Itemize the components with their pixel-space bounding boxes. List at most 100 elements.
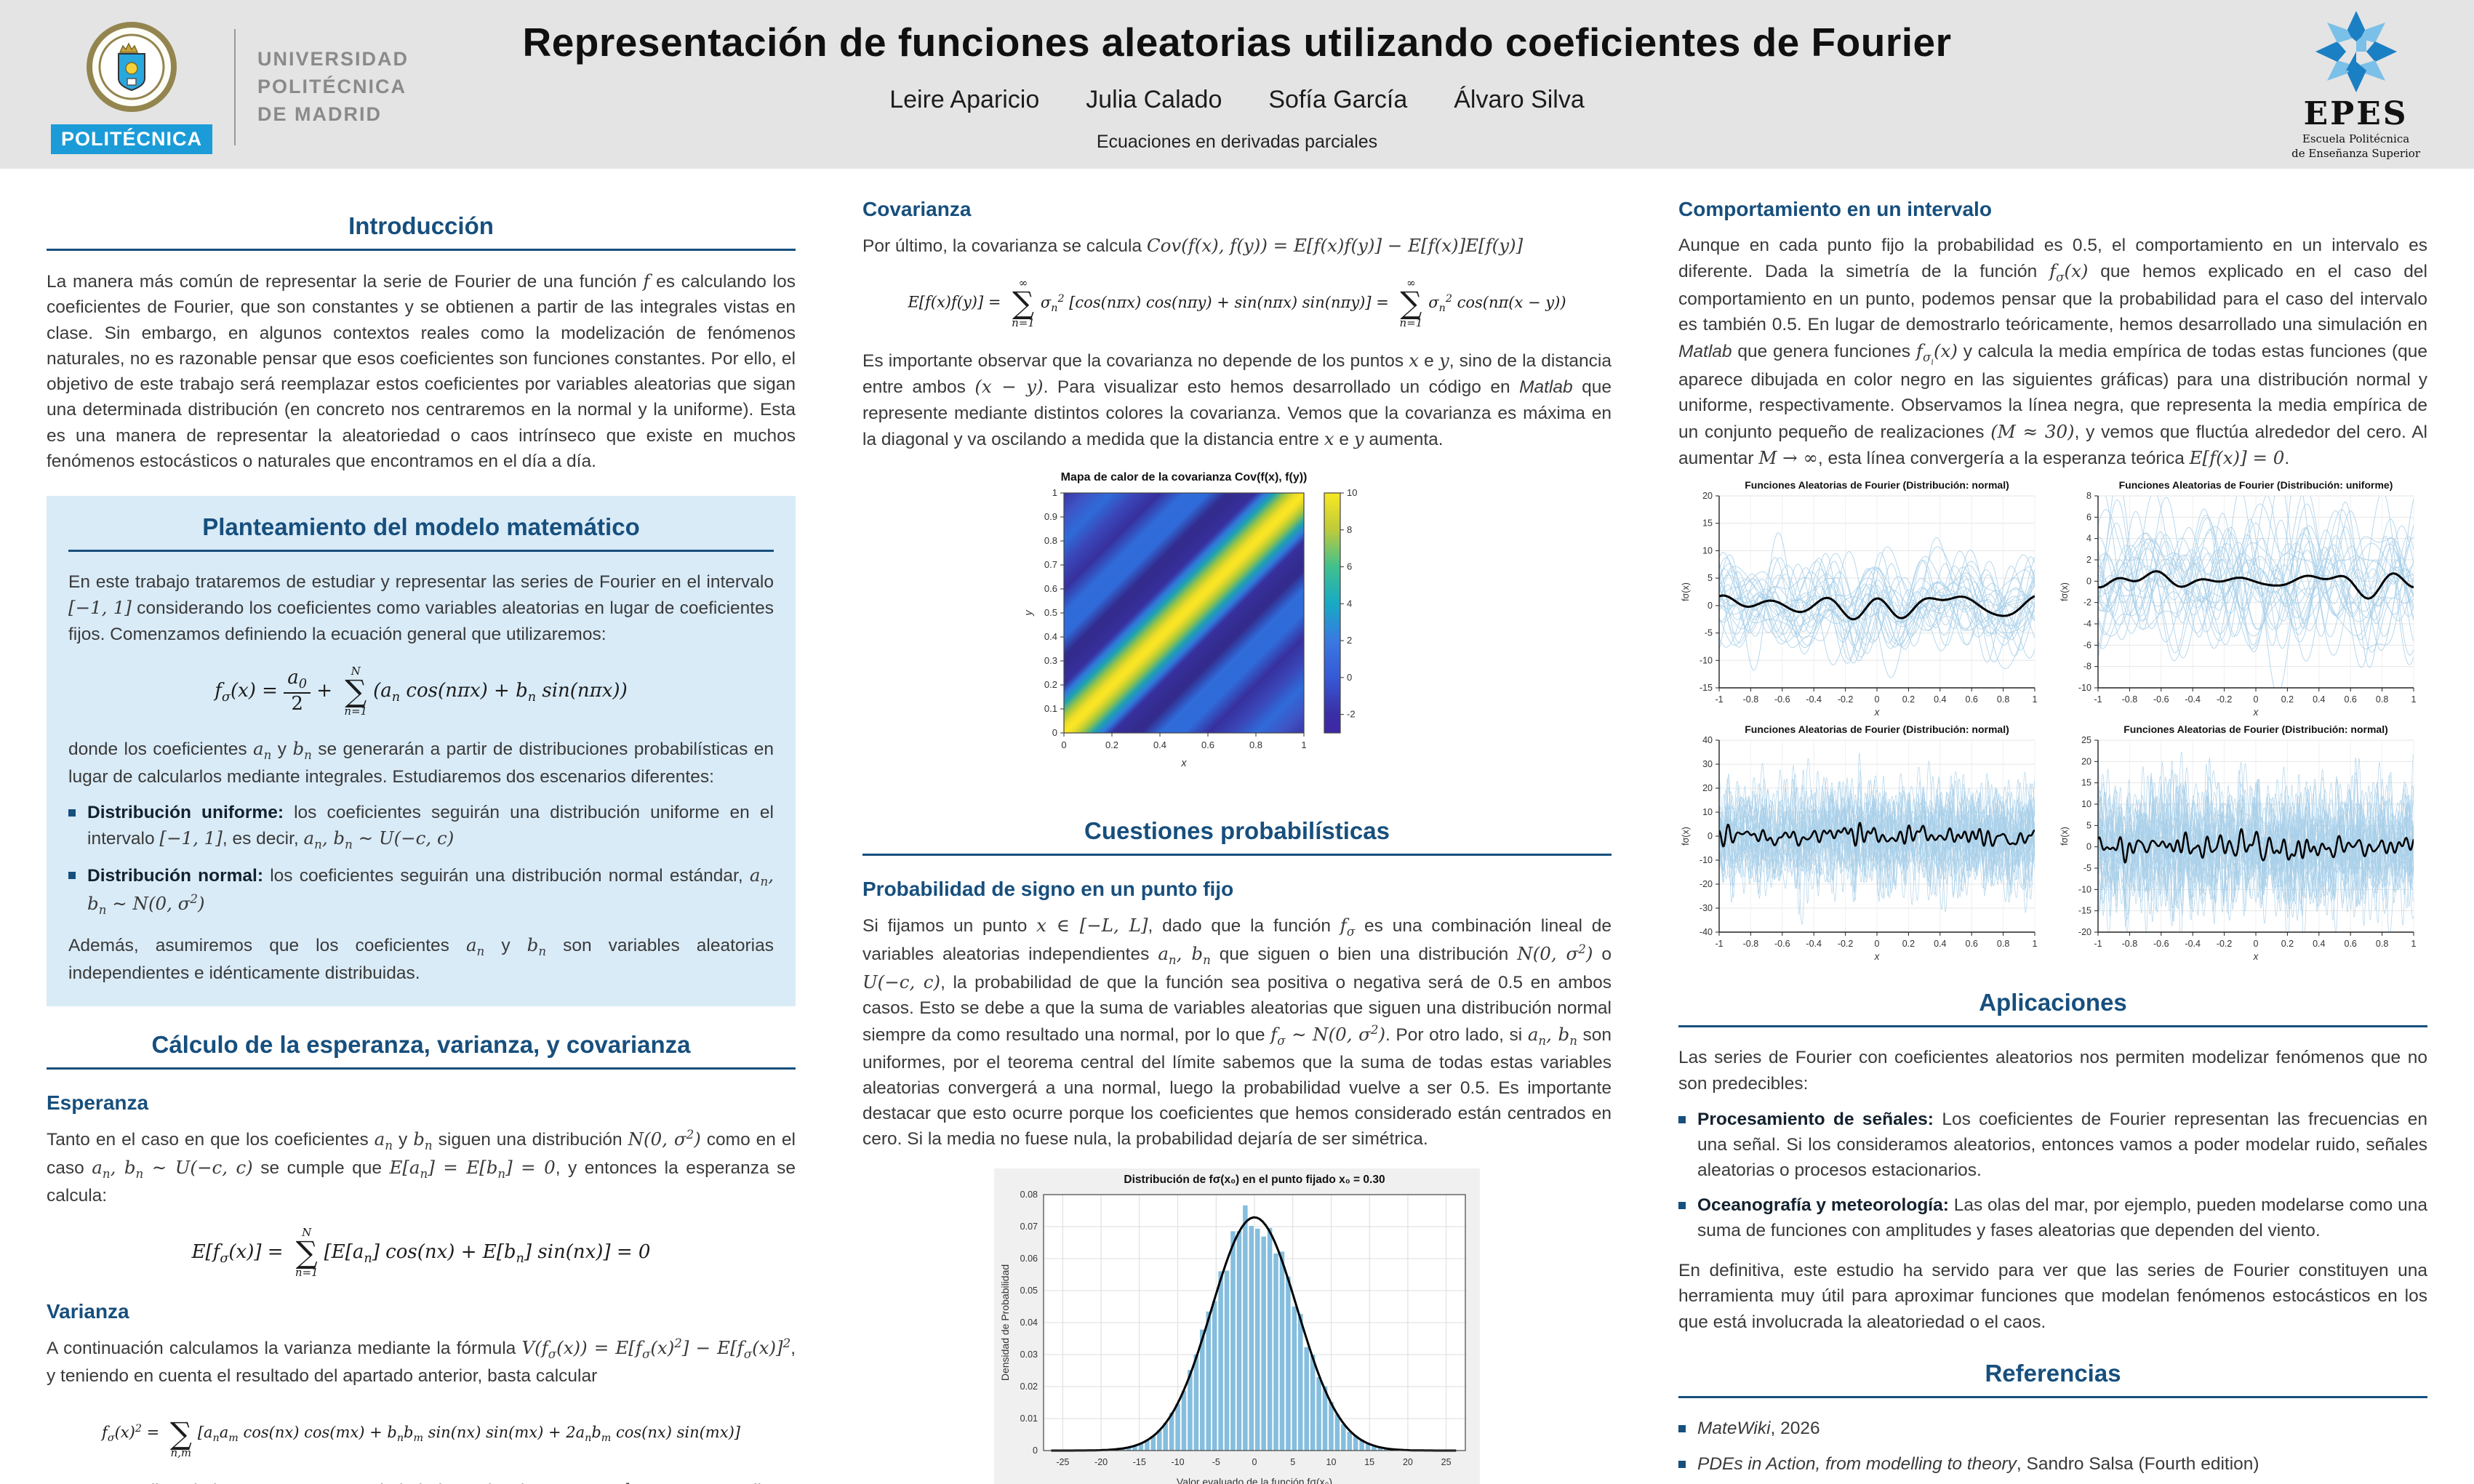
svg-text:0.8: 0.8: [1044, 535, 1057, 546]
svg-text:x: x: [1874, 707, 1881, 718]
middle-column: Covarianza Por último, la covarianza se …: [862, 188, 1612, 1484]
svg-text:-1: -1: [2094, 694, 2102, 705]
svg-text:0: 0: [2254, 694, 2259, 705]
svg-text:-10: -10: [1172, 1457, 1185, 1467]
svg-text:2: 2: [2086, 555, 2091, 565]
svg-text:-0.8: -0.8: [2122, 694, 2138, 705]
svg-text:25: 25: [1441, 1457, 1452, 1467]
svg-text:20: 20: [1702, 491, 1713, 501]
upm-wordmark: UNIVERSIDAD POLITÉCNICA DE MADRID: [257, 46, 409, 128]
svg-text:-5: -5: [1705, 628, 1713, 638]
svg-text:1: 1: [2033, 939, 2038, 949]
reference-item: PDEs in Action, from modelling to theory…: [1678, 1451, 2427, 1477]
distribution-list: Distribución uniforme: los coeficientes …: [68, 800, 774, 919]
svg-text:10: 10: [2081, 799, 2091, 809]
svg-text:-0.6: -0.6: [2153, 939, 2169, 949]
svg-text:fσ(x): fσ(x): [2059, 827, 2070, 846]
epes-sub-line-1: Escuela Politécnica: [2302, 132, 2410, 145]
aplicaciones-paragraph-1: Las series de Fourier con coeficientes a…: [1678, 1048, 2427, 1094]
svg-text:0.8: 0.8: [2376, 939, 2388, 949]
bullet-square-icon: [1678, 1461, 1686, 1469]
svg-text:0.4: 0.4: [1934, 939, 1946, 949]
bullet-text: los coeficientes seguirán una distribuci…: [87, 802, 774, 852]
svg-text:1: 1: [2411, 939, 2417, 949]
svg-text:0: 0: [1033, 1445, 1038, 1456]
svg-text:0.03: 0.03: [1020, 1349, 1038, 1360]
svg-text:0: 0: [1252, 1457, 1257, 1467]
svg-text:-0.4: -0.4: [2185, 694, 2201, 705]
section-title-modelo: Planteamiento del modelo matemático: [202, 513, 640, 541]
epes-logo: EPES Escuela Politécnica de Enseñanza Su…: [2291, 9, 2420, 161]
svg-text:6: 6: [2086, 513, 2091, 523]
svg-text:0.6: 0.6: [1966, 694, 1978, 705]
bullet-square-icon: [1678, 1115, 1686, 1123]
svg-text:-0.2: -0.2: [2217, 939, 2233, 949]
section-rule: [68, 550, 774, 553]
svg-text:-5: -5: [2083, 863, 2091, 873]
svg-text:-20: -20: [1094, 1457, 1108, 1467]
svg-text:Distribución de fσ(x₀) en el p: Distribución de fσ(x₀) en el punto fijad…: [1124, 1174, 1385, 1186]
probabilidad-paragraph: Si fijamos un punto x ∈ [−L, L], dado qu…: [862, 915, 1612, 1150]
svg-text:-1: -1: [2094, 939, 2102, 949]
varianza-expansion-formula: fσ(x)2 = ∑ n,m [anam cos(nx) cos(mx) + bnb…: [102, 1415, 740, 1460]
header-center: Representación de funciones aleatorias u…: [510, 19, 1964, 153]
comportamiento-paragraph: Aunque en cada punto fijo la probabilida…: [1678, 236, 2428, 468]
svg-text:0.9: 0.9: [1044, 511, 1057, 522]
svg-text:8: 8: [1347, 524, 1352, 535]
svg-text:-0.6: -0.6: [2153, 694, 2169, 705]
authors-row: Leire Aparicio Julia Calado Sofía García…: [510, 86, 1964, 114]
svg-text:-2: -2: [1347, 709, 1356, 720]
svg-text:0.4: 0.4: [2313, 694, 2325, 705]
svg-text:0: 0: [1708, 831, 1713, 841]
svg-text:-0.8: -0.8: [1743, 694, 1759, 705]
svg-text:-8: -8: [2083, 662, 2091, 672]
svg-text:20: 20: [2081, 757, 2091, 767]
svg-text:0.8: 0.8: [1249, 739, 1262, 750]
intro-paragraph: La manera más común de representar la se…: [47, 270, 796, 471]
svg-text:-4: -4: [2083, 619, 2091, 629]
svg-text:0: 0: [2254, 939, 2259, 949]
svg-text:0: 0: [1347, 672, 1352, 683]
section-rule: [47, 249, 796, 251]
bullet-lead: Distribución normal:: [87, 866, 263, 886]
covarianza-paragraph-2: Es importante observar que la covarianza…: [862, 350, 1612, 449]
svg-text:-0.2: -0.2: [1838, 939, 1854, 949]
svg-text:0.8: 0.8: [1997, 694, 2009, 705]
svg-text:0.4: 0.4: [1153, 739, 1166, 750]
fourier-plot-normal-3: -1 -0.8 -0.6 -0.4 -0.2 0 0.2 0.4 0.6 0.8 1 -20 -15 -1…: [2057, 723, 2421, 965]
svg-text:10: 10: [1347, 487, 1357, 498]
svg-text:Densidad de Probabilidad: Densidad de Probabilidad: [999, 1264, 1011, 1381]
section-rule: [47, 1067, 796, 1070]
svg-text:x: x: [2253, 707, 2259, 718]
section-title-calculo: Cálculo de la esperanza, varianza, y cov…: [151, 1031, 691, 1059]
svg-text:0.2: 0.2: [2281, 939, 2294, 949]
svg-text:10: 10: [1702, 807, 1713, 817]
svg-text:5: 5: [1290, 1457, 1295, 1467]
svg-text:0: 0: [1052, 727, 1057, 738]
svg-text:-15: -15: [1133, 1457, 1146, 1467]
svg-text:-10: -10: [1700, 656, 1713, 666]
svg-text:0.2: 0.2: [1902, 694, 1915, 705]
covarianza-paragraph-1: Por último, la covarianza se calcula Cov…: [862, 235, 1524, 256]
svg-text:0.2: 0.2: [1902, 939, 1915, 949]
list-item: Distribución uniforme: los coeficientes …: [68, 800, 774, 854]
subsection-esperanza: Esperanza: [47, 1091, 149, 1115]
course-subtitle: Ecuaciones en derivadas parciales: [1096, 132, 1378, 152]
bullet-lead: Distribución uniforme:: [87, 802, 284, 822]
svg-text:0.6: 0.6: [2345, 694, 2357, 705]
svg-text:0.2: 0.2: [1044, 679, 1057, 690]
svg-text:-0.4: -0.4: [1806, 939, 1822, 949]
varianza-paragraph-1: A continuación calculamos la varianza me…: [47, 1336, 796, 1387]
svg-text:-0.4: -0.4: [2185, 939, 2201, 949]
svg-text:0.2: 0.2: [1105, 739, 1118, 750]
svg-text:-15: -15: [1700, 683, 1713, 693]
svg-text:0.4: 0.4: [2313, 939, 2325, 949]
svg-text:-10: -10: [1700, 855, 1713, 865]
svg-text:fσ(x): fσ(x): [1681, 582, 1691, 601]
svg-text:Funciones Aleatorias de Fourie: Funciones Aleatorias de Fourier (Distrib…: [1745, 479, 2009, 491]
svg-text:4: 4: [1347, 598, 1352, 609]
svg-text:0.6: 0.6: [1201, 739, 1214, 750]
section-rule: [1678, 1395, 2427, 1398]
svg-text:fσ(x): fσ(x): [2059, 582, 2070, 601]
svg-text:0: 0: [1875, 694, 1880, 705]
